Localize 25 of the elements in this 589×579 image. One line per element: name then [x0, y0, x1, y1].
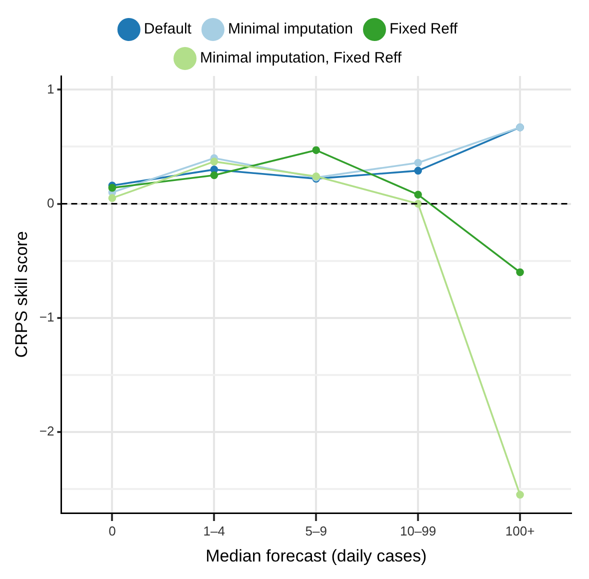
- point: [210, 158, 218, 166]
- point: [312, 146, 320, 154]
- y-tick-label: 0: [46, 195, 54, 210]
- y-axis-title: CRPS skill score: [12, 231, 31, 358]
- legend-label: Fixed Reff: [389, 20, 458, 38]
- point: [108, 194, 116, 202]
- y-tick-label: 1: [46, 81, 54, 96]
- x-axis-title: Median forecast (daily cases): [206, 546, 427, 566]
- x-tick-label: 0: [108, 523, 116, 538]
- point: [516, 268, 524, 276]
- legend-label: Minimal imputation, Fixed Reff: [200, 50, 402, 67]
- x-tick-label: 10–99: [400, 523, 436, 538]
- x-tick-label: 1–4: [203, 523, 226, 538]
- point: [414, 190, 422, 199]
- point: [414, 158, 422, 167]
- point: [516, 490, 524, 499]
- x-tick-label: 100+: [505, 523, 535, 538]
- point: [414, 166, 422, 175]
- point: [210, 171, 218, 180]
- x-tick-label: 5–9: [305, 523, 327, 538]
- y-tick-label: −2: [39, 424, 54, 439]
- y-tick-label: −1: [39, 309, 54, 324]
- point: [108, 184, 116, 192]
- legend-label: Default: [144, 20, 192, 38]
- legend-label: Minimal imputation: [228, 20, 353, 38]
